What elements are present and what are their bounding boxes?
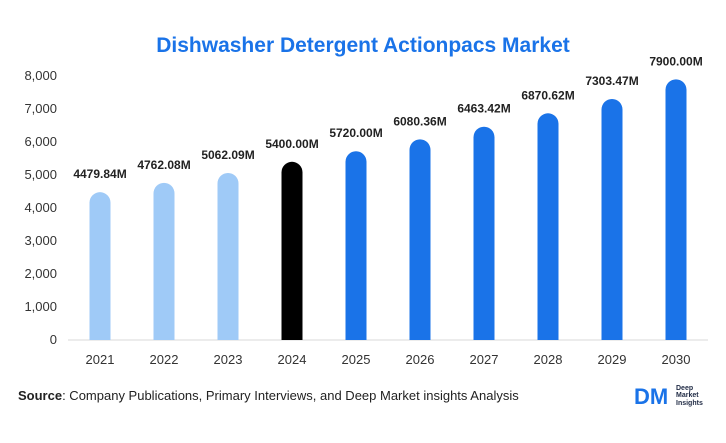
logo-line-3: Insights — [676, 399, 703, 407]
x-tick-label: 2024 — [278, 352, 307, 367]
y-tick-label: 1,000 — [24, 299, 57, 314]
svg-text:DM: DM — [634, 384, 668, 409]
bar-2027 — [473, 126, 495, 340]
logo-mark-icon: DM — [634, 384, 668, 409]
data-labels: 4479.84M 4762.08M 5062.09M 5400.00M 5720.00M… — [73, 54, 702, 181]
y-axis: 0 1,000 2,000 3,000 4,000 5,000 6,000 7,000 8,00… — [24, 68, 57, 347]
y-tick-label: 3,000 — [24, 233, 57, 248]
x-axis: 2021 2022 2023 2024 2025 2026 2027 2028 2029 2030 — [68, 339, 708, 367]
logo-text: Deep Market Insights — [676, 385, 703, 408]
company-logo: DM Deep Market Insights — [634, 383, 703, 409]
chart-title: Dishwasher Detergent Actionpacs Market — [156, 34, 570, 57]
bars — [89, 79, 687, 341]
data-label-2022: 4762.08M — [137, 158, 190, 172]
bar-2023 — [217, 172, 239, 340]
x-tick-label: 2022 — [150, 352, 179, 367]
data-label-2029: 7303.47M — [585, 74, 638, 88]
x-tick-label: 2025 — [342, 352, 371, 367]
data-label-2021: 4479.84M — [73, 167, 126, 181]
y-tick-label: 5,000 — [24, 167, 57, 182]
logo-line-1: Deep — [676, 384, 694, 392]
bar-2030 — [665, 79, 687, 341]
x-tick-label: 2028 — [534, 352, 563, 367]
x-tick-label: 2027 — [470, 352, 499, 367]
data-label-2023: 5062.09M — [201, 148, 254, 162]
data-label-2026: 6080.36M — [393, 114, 446, 128]
y-tick-label: 8,000 — [24, 68, 57, 83]
source-label: Source — [18, 388, 63, 403]
bar-2024 — [281, 161, 303, 340]
data-label-2024: 5400.00M — [265, 137, 318, 151]
data-label-2027: 6463.42M — [457, 102, 510, 116]
y-tick-label: 7,000 — [24, 101, 57, 116]
x-tick-label: 2021 — [86, 352, 115, 367]
bar-2028 — [537, 113, 559, 340]
bar-2029 — [601, 98, 623, 340]
logo-line-2: Market — [676, 392, 699, 400]
data-label-2028: 6870.62M — [521, 88, 574, 102]
source-text: : Company Publications, Primary Intervie… — [62, 388, 519, 403]
y-tick-label: 0 — [50, 332, 57, 347]
source-note: Source: Company Publications, Primary In… — [18, 388, 519, 403]
bar-2026 — [409, 139, 431, 340]
x-tick-label: 2026 — [406, 352, 435, 367]
y-tick-label: 6,000 — [24, 134, 57, 149]
data-label-2030: 7900.00M — [649, 54, 702, 68]
bar-2025 — [345, 151, 367, 340]
bar-2021 — [89, 192, 111, 340]
x-tick-label: 2030 — [662, 352, 691, 367]
x-tick-label: 2023 — [214, 352, 243, 367]
data-label-2025: 5720.00M — [329, 126, 382, 140]
x-tick-label: 2029 — [598, 352, 627, 367]
bar-2022 — [153, 182, 175, 340]
y-tick-label: 2,000 — [24, 266, 57, 281]
y-tick-label: 4,000 — [24, 200, 57, 215]
